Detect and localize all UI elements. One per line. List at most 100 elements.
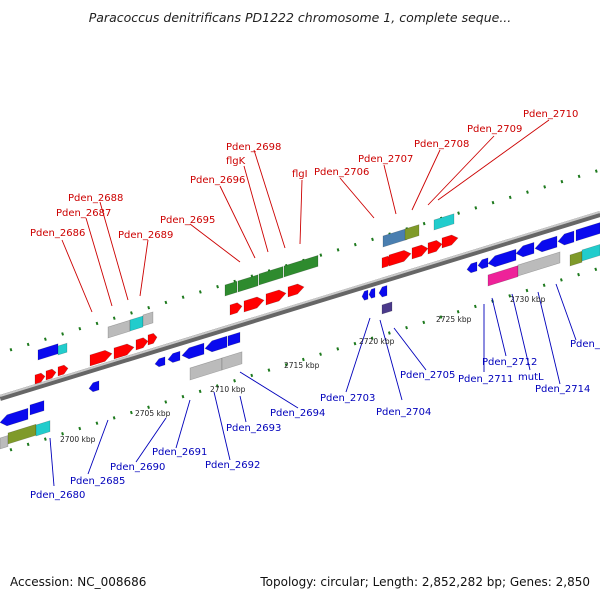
gene-2711b-blue <box>477 257 489 270</box>
gene-2687-red <box>89 350 113 367</box>
genome-backbone-highlight <box>0 211 600 397</box>
gene-2681-blue <box>29 400 45 416</box>
gene-label: Pden_2710 <box>523 109 578 120</box>
leader-line <box>61 239 93 313</box>
gene-2708-red <box>411 244 429 260</box>
gene-2696-red <box>243 296 265 313</box>
gene-label: Pden_2695 <box>160 215 215 226</box>
leader-line <box>491 297 507 357</box>
gene-label: Pden_2696 <box>190 175 245 186</box>
gene-label: Pden_2707 <box>358 154 413 165</box>
gene-2709-cyan <box>433 213 455 231</box>
leader-line <box>339 177 375 219</box>
gene-2696-green <box>237 274 259 293</box>
gene-label: mutL <box>518 372 544 383</box>
leader-line <box>437 119 550 201</box>
leader-line <box>49 437 55 487</box>
gene-2707-olive <box>404 224 420 241</box>
leader-line <box>537 291 561 385</box>
gene-box-2686 <box>37 343 59 361</box>
gene-2694-gray <box>221 351 243 371</box>
gene-label: Pden_2715 <box>570 339 600 350</box>
scale-label: 2715 kbp <box>284 361 320 370</box>
leader-line <box>253 149 286 249</box>
gene-2693-blue <box>204 335 228 353</box>
gene-2688-red <box>113 343 135 360</box>
leader-line <box>239 371 299 409</box>
scale-label: 2710 kbp <box>210 385 246 394</box>
gene-label: Pden_2686 <box>30 228 85 239</box>
gene-2694-blue <box>227 331 241 347</box>
gene-2687-gray <box>107 319 131 339</box>
gene-2695-green <box>224 280 238 297</box>
leader-line <box>213 391 231 461</box>
gene-2693-gray <box>189 357 223 381</box>
gene-2688-cyan <box>129 315 144 332</box>
leader-line <box>411 149 441 211</box>
leader-line <box>511 293 531 371</box>
gene-2714-blue <box>534 235 558 253</box>
gene-label: Pden_2689 <box>118 230 173 241</box>
leader-line <box>427 135 495 206</box>
leader-line <box>99 201 129 301</box>
gene-2710-red <box>441 234 459 249</box>
gene-2685b-red <box>57 364 69 377</box>
gene-label: Pden_2691 <box>152 447 207 458</box>
gene-label: Pden_2706 <box>314 167 369 178</box>
scale-label: 2700 kbp <box>60 435 96 444</box>
gene-mutL-blue <box>515 242 535 258</box>
gene-label: Pden_2680 <box>30 490 85 501</box>
gene-label: Pden_2709 <box>467 124 522 135</box>
gene-label: Pden_2694 <box>270 408 325 419</box>
gene-label: Pden_2712 <box>482 357 537 368</box>
gene-2704-blue <box>378 285 388 298</box>
gene-features <box>0 213 600 450</box>
gene-label: flgK <box>226 156 246 167</box>
gene-label: Pden_2685 <box>70 476 125 487</box>
gene-label: flgI <box>292 169 308 180</box>
gene-2712-magenta <box>487 265 519 287</box>
gene-2715-olive <box>569 250 583 267</box>
genome-backbone <box>0 211 600 401</box>
gene-2705-purple <box>381 301 393 315</box>
gene-2692-blue <box>181 342 205 360</box>
scale-label: 2725 kbp <box>436 315 472 324</box>
gene-2716-cyan <box>581 244 600 262</box>
gene-2712-blue <box>487 248 517 268</box>
gene-2691-blue <box>167 350 181 363</box>
accession-text: Accession: NC_008686 <box>10 575 147 589</box>
gene-2685c-blue <box>88 380 100 393</box>
gene-label: Pden_2693 <box>226 423 281 434</box>
leader-line <box>219 185 256 259</box>
gene-flgK-green <box>258 266 284 286</box>
gene-2711-blue <box>466 261 478 274</box>
gene-2707-red <box>388 250 412 267</box>
leader-line <box>383 164 397 215</box>
leader-line <box>189 223 241 263</box>
gene-2715-blue <box>557 230 575 246</box>
leader-line <box>175 399 191 449</box>
leader-line <box>379 319 403 401</box>
gene-2703-blue <box>361 289 369 301</box>
gene-mutL-gray <box>517 251 561 277</box>
gene-2698-red <box>287 283 305 298</box>
gene-label: Pden_2704 <box>376 407 431 418</box>
leader-line <box>87 419 109 475</box>
gene-2680-gray <box>0 435 9 450</box>
gene-2689b-red <box>147 332 158 346</box>
leader-line <box>243 165 269 253</box>
gene-label: Pden_2690 <box>110 462 165 473</box>
topology-text: Topology: circular; Length: 2,852,282 bp… <box>260 575 590 589</box>
gene-2689-red <box>135 337 149 351</box>
scale-label: 2720 kbp <box>359 337 395 346</box>
gene-label: Pden_2687 <box>56 208 111 219</box>
gene-labels: Pden_2686 Pden_2687 Pden_2688 Pden_2689 Pden… <box>30 109 600 501</box>
leader-line <box>135 417 167 463</box>
gene-flgK-red <box>265 289 287 306</box>
gene-2682-olive <box>7 423 37 445</box>
gene-label: Pden_2711 <box>458 374 513 385</box>
leader-line <box>393 327 427 371</box>
gene-label: Pden_2714 <box>535 384 590 395</box>
leader-line <box>239 395 247 423</box>
